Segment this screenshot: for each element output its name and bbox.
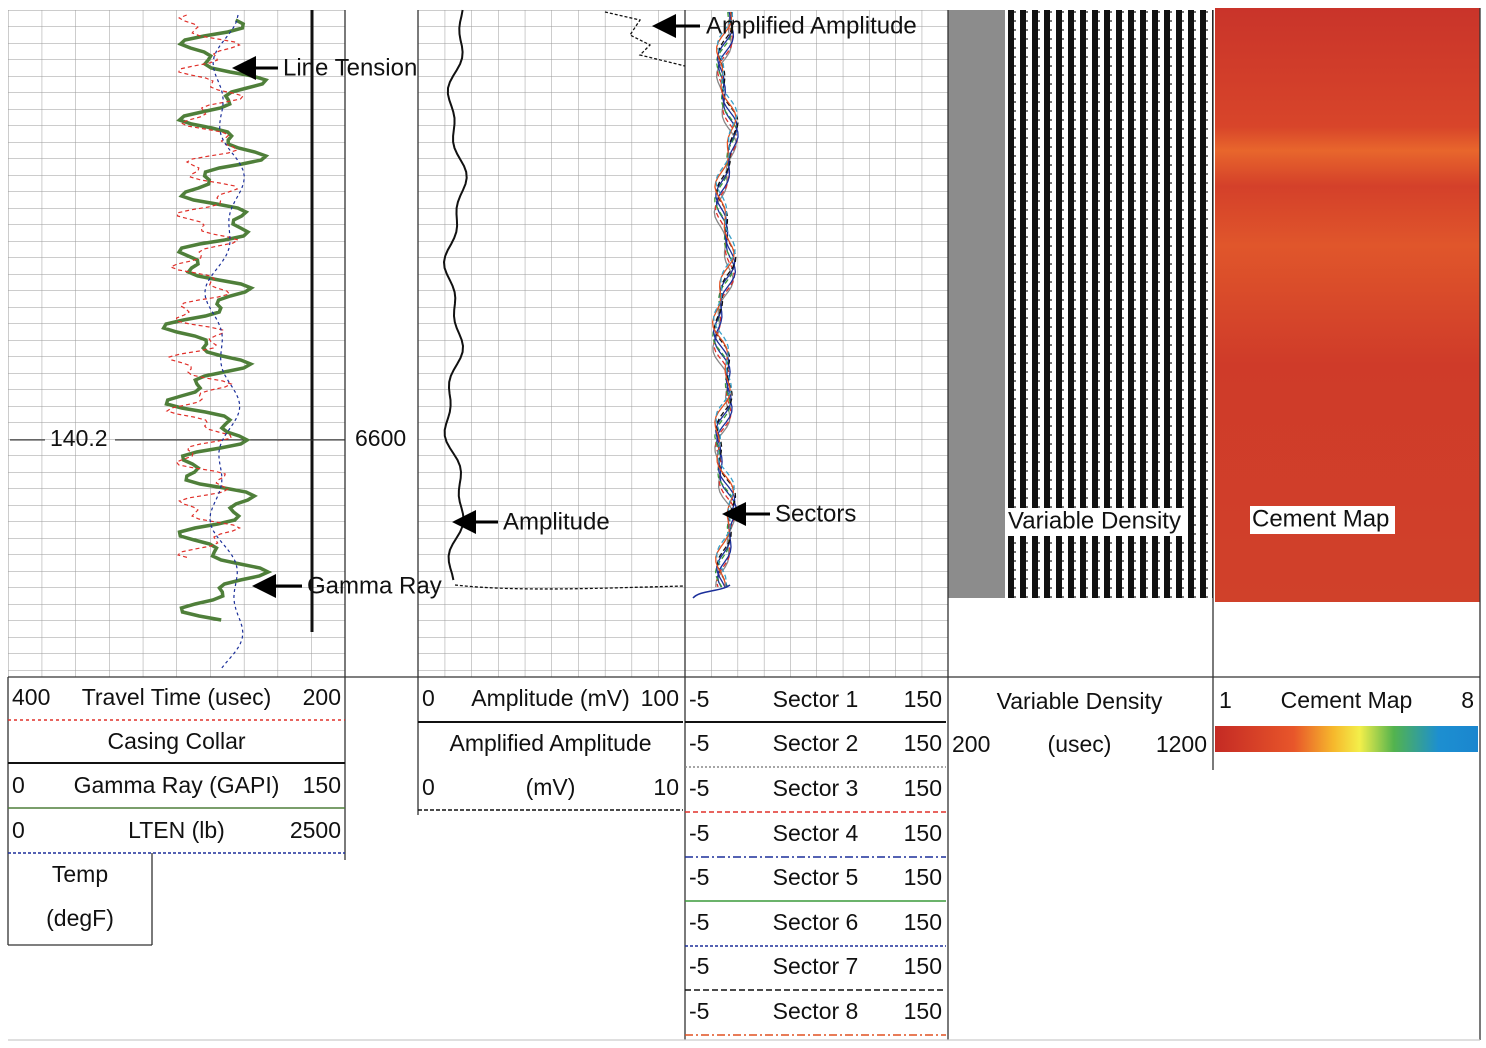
sector-curve	[711, 11, 737, 588]
amplitude-curve	[442, 9, 468, 581]
annotation: Cement Map	[1252, 505, 1389, 532]
sector-curve	[712, 11, 737, 588]
gamma-ray-curve	[161, 18, 273, 622]
scale-left: 0	[12, 817, 25, 843]
curve-name: Cement Map	[1281, 687, 1413, 713]
annotation: Amplitude	[503, 508, 610, 535]
scale-left: 0	[422, 774, 435, 800]
scale-left: -5	[689, 864, 709, 890]
scale-right: 8	[1461, 687, 1474, 713]
amplitude-tail	[454, 584, 686, 590]
scale-left: -5	[689, 953, 709, 979]
annotation: Amplified Amplitude	[706, 12, 917, 39]
scale-right: 10	[653, 774, 679, 800]
tension-curve	[204, 14, 246, 670]
curve-name: Sector 6	[773, 909, 859, 935]
curve-name: Sector 5	[773, 864, 859, 890]
scale-left: -5	[689, 998, 709, 1024]
scale-right: 150	[303, 772, 341, 798]
scale-left: -5	[689, 820, 709, 846]
scale-right: 150	[904, 909, 942, 935]
curve-name: Sector 8	[773, 998, 859, 1024]
track3-grid	[685, 10, 948, 677]
scale-left: -5	[689, 686, 709, 712]
annotation: Gamma Ray	[307, 572, 442, 599]
scale-right: 150	[904, 864, 942, 890]
scale-right: 150	[904, 953, 942, 979]
scale-right: 1200	[1156, 731, 1207, 757]
curve-name: Variable Density	[997, 688, 1163, 714]
scale-right: 200	[303, 684, 341, 710]
curve-name: (degF)	[46, 905, 114, 931]
frames	[7, 8, 1481, 1041]
depth-marker: 140.2	[50, 425, 108, 451]
curve-name: Sector 7	[773, 953, 859, 979]
scale-right: 100	[641, 685, 679, 711]
scale-left: -5	[689, 730, 709, 756]
arrows	[232, 14, 770, 598]
curve-name: Amplified Amplitude	[450, 730, 652, 756]
track1-grid	[8, 10, 345, 677]
scale-left: 200	[952, 731, 990, 757]
scale-left: 0	[12, 772, 25, 798]
label-bg	[1250, 506, 1395, 534]
depth-label: 6600	[355, 425, 406, 451]
curve-name: Sector 2	[773, 730, 859, 756]
sector-tail	[692, 584, 731, 599]
curve-name: Temp	[52, 861, 108, 887]
sector-curve	[712, 11, 737, 588]
scale-right: 150	[904, 686, 942, 712]
curve-name: (mV)	[526, 774, 576, 800]
cement-map-image	[1215, 8, 1480, 602]
vdl-image	[1005, 10, 1213, 598]
curve-name: Gamma Ray (GAPI)	[74, 772, 280, 798]
curve-name: Sector 1	[773, 686, 859, 712]
amplified-amplitude-curve	[604, 11, 686, 67]
label-bg	[1006, 508, 1186, 536]
sector-curve	[713, 11, 738, 588]
scale-right: 150	[904, 998, 942, 1024]
track2-grid	[418, 10, 685, 677]
travel-time-curve	[165, 14, 245, 559]
curve-name: LTEN (lb)	[128, 817, 225, 843]
scale-right: 150	[904, 820, 942, 846]
annotation: Line Tension	[283, 54, 417, 81]
annotation: Sectors	[775, 500, 856, 527]
scale-left: 1	[1219, 687, 1232, 713]
curve-name: (usec)	[1048, 731, 1112, 757]
scale-left: 400	[12, 684, 50, 710]
annotation: Variable Density	[1008, 507, 1181, 534]
scale-left: -5	[689, 775, 709, 801]
curve-name: Sector 4	[773, 820, 859, 846]
sector-curve	[713, 11, 738, 588]
color-bar	[1215, 726, 1478, 752]
vdl-gray	[948, 10, 1008, 598]
curve-name: Casing Collar	[107, 728, 245, 754]
scale-left: -5	[689, 909, 709, 935]
scale-left: 0	[422, 685, 435, 711]
curve-name: Travel Time (usec)	[82, 684, 272, 710]
scale-right: 150	[904, 730, 942, 756]
scale-right: 150	[904, 775, 942, 801]
curve-name: Amplitude (mV)	[471, 685, 629, 711]
curve-name: Sector 3	[773, 775, 859, 801]
scale-right: 2500	[290, 817, 341, 843]
